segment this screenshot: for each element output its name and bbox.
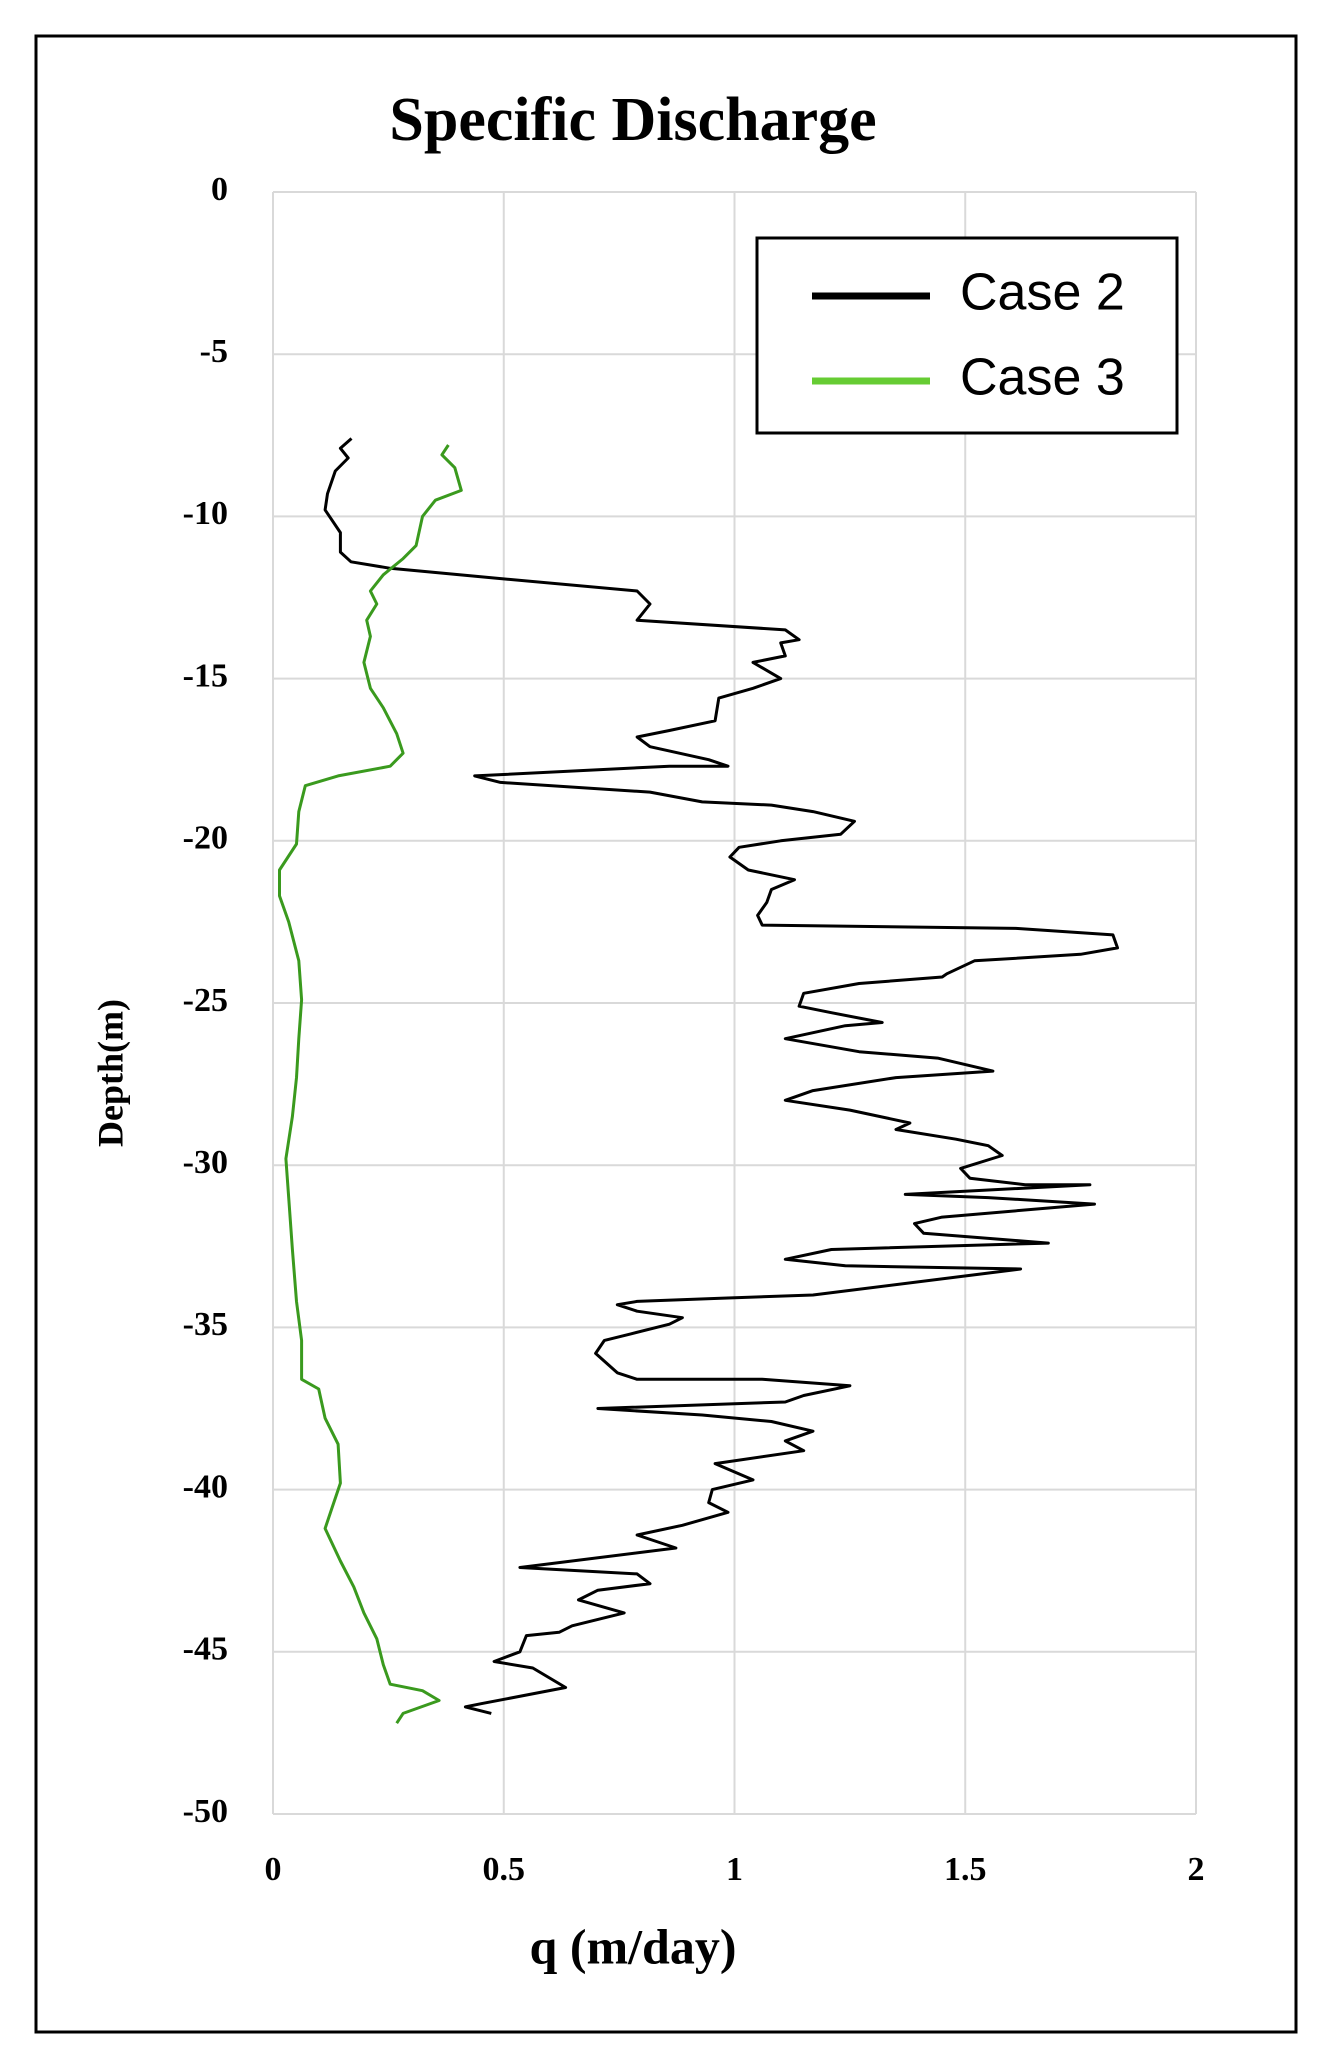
x-tick-label: 0.5 — [483, 1851, 526, 1888]
y-tick-label: 0 — [211, 171, 228, 208]
y-axis-title: Depth(m) — [90, 999, 130, 1147]
legend-label: Case 3 — [960, 349, 1125, 407]
legend-label: Case 2 — [960, 264, 1125, 322]
x-tick-label: 1.5 — [944, 1851, 987, 1888]
x-tick-label: 2 — [1188, 1851, 1205, 1888]
y-tick-label: -10 — [183, 495, 228, 532]
y-tick-label: -25 — [183, 982, 228, 1019]
y-tick-label: -50 — [183, 1793, 228, 1830]
y-tick-label: -20 — [183, 820, 228, 857]
x-tick-label: 0 — [265, 1851, 282, 1888]
legend-box — [755, 236, 1179, 435]
chart-title: Specific Discharge — [389, 86, 876, 154]
y-tick-label: -5 — [200, 333, 228, 370]
y-tick-label: -40 — [183, 1468, 228, 1505]
x-tick-label: 1 — [726, 1851, 743, 1888]
series-line — [278, 444, 463, 1725]
x-axis-title: q (m/day) — [530, 1918, 737, 1974]
y-tick-label: -30 — [183, 1144, 228, 1181]
y-tick-label: -45 — [183, 1631, 228, 1668]
y-tick-label: -35 — [183, 1306, 228, 1343]
series-line — [323, 437, 1119, 1715]
y-tick-label: -15 — [183, 657, 228, 694]
